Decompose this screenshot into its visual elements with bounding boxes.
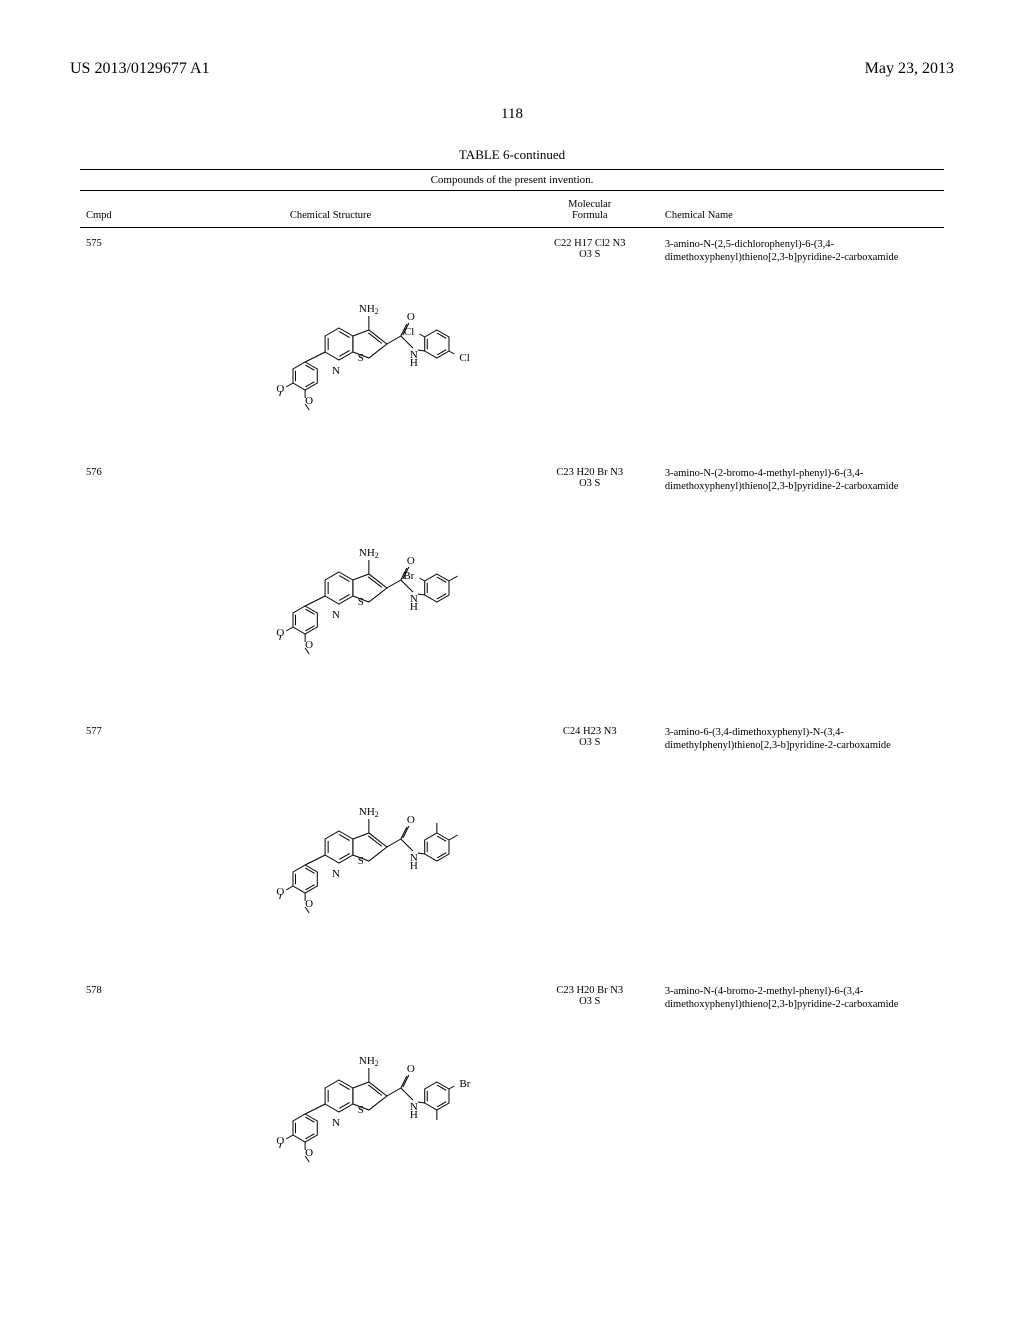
svg-text:Br: Br	[403, 570, 414, 582]
svg-text:N: N	[332, 609, 340, 621]
cell-formula: C22 H17 Cl2 N3O3 S	[521, 228, 659, 458]
publication-date: May 23, 2013	[865, 60, 954, 78]
page-header: US 2013/0129677 A1 May 23, 2013	[70, 60, 954, 78]
cell-formula: C23 H20 Br N3O3 S	[521, 975, 659, 1214]
svg-text:H: H	[409, 357, 417, 369]
cell-cmpd: 576	[80, 457, 140, 716]
svg-text:H: H	[409, 601, 417, 613]
col-header-formula: Molecular Formula	[521, 193, 659, 228]
cell-name: 3-amino-N-(4-bromo-2-methyl-phenyl)-6-(3…	[659, 975, 944, 1214]
svg-text:O: O	[406, 311, 414, 323]
page: US 2013/0129677 A1 May 23, 2013 118 TABL…	[0, 0, 1024, 1320]
svg-text:NH2: NH2	[358, 806, 378, 819]
table-header: Cmpd Chemical Structure Molecular Formul…	[80, 193, 944, 228]
col-header-name: Chemical Name	[659, 193, 944, 228]
page-number: 118	[70, 106, 954, 123]
col-header-cmpd: Cmpd	[80, 193, 140, 228]
table-body: 575NSNH2ONHClClOOC22 H17 Cl2 N3O3 S3-ami…	[80, 228, 944, 1215]
chemical-structure: NSNH2ONHBrOO	[181, 985, 481, 1205]
cell-cmpd: 577	[80, 716, 140, 975]
cell-formula: C23 H20 Br N3O3 S	[521, 457, 659, 716]
cell-name: 3-amino-N-(2-bromo-4-methyl-phenyl)-6-(3…	[659, 457, 944, 716]
cell-name: 3-amino-N-(2,5-dichlorophenyl)-6-(3,4-di…	[659, 228, 944, 458]
chemical-structure: NSNH2ONHClClOO	[181, 238, 481, 448]
chemical-structure: NSNH2ONHBrOO	[181, 467, 481, 707]
col-header-structure: Chemical Structure	[140, 193, 520, 228]
svg-text:N: N	[332, 1117, 340, 1129]
svg-text:Br: Br	[459, 1078, 470, 1090]
cell-formula: C24 H23 N3O3 S	[521, 716, 659, 975]
col-header-formula-l1: Molecular	[568, 199, 611, 210]
svg-text:N: N	[332, 365, 340, 377]
cell-structure: NSNH2ONHClClOO	[140, 228, 520, 458]
compounds-table: Cmpd Chemical Structure Molecular Formul…	[80, 193, 944, 1214]
svg-text:O: O	[406, 814, 414, 826]
table-caption: Compounds of the present invention.	[80, 169, 944, 191]
table-title: TABLE 6-continued	[70, 147, 954, 163]
table-row: 576NSNH2ONHBrOOC23 H20 Br N3O3 S3-amino-…	[80, 457, 944, 716]
cell-name: 3-amino-6-(3,4-dimethoxyphenyl)-N-(3,4-d…	[659, 716, 944, 975]
cell-structure: NSNH2ONHOO	[140, 716, 520, 975]
svg-text:Cl: Cl	[403, 326, 413, 338]
table-row: 578NSNH2ONHBrOOC23 H20 Br N3O3 S3-amino-…	[80, 975, 944, 1214]
svg-text:N: N	[332, 868, 340, 880]
cell-structure: NSNH2ONHBrOO	[140, 975, 520, 1214]
svg-text:S: S	[357, 352, 363, 364]
chemical-structure: NSNH2ONHOO	[181, 726, 481, 966]
svg-text:S: S	[357, 1104, 363, 1116]
svg-text:H: H	[409, 860, 417, 872]
svg-text:NH2: NH2	[358, 303, 378, 316]
cell-cmpd: 578	[80, 975, 140, 1214]
cell-structure: NSNH2ONHBrOO	[140, 457, 520, 716]
svg-text:NH2: NH2	[358, 1055, 378, 1068]
svg-text:S: S	[357, 855, 363, 867]
svg-text:O: O	[406, 1063, 414, 1075]
table-row: 575NSNH2ONHClClOOC22 H17 Cl2 N3O3 S3-ami…	[80, 228, 944, 458]
svg-text:Cl: Cl	[459, 352, 469, 364]
table-row: 577NSNH2ONHOOC24 H23 N3O3 S3-amino-6-(3,…	[80, 716, 944, 975]
svg-text:NH2: NH2	[358, 547, 378, 560]
svg-text:S: S	[357, 596, 363, 608]
svg-text:O: O	[406, 555, 414, 567]
cell-cmpd: 575	[80, 228, 140, 458]
svg-text:H: H	[409, 1109, 417, 1121]
col-header-formula-l2: Formula	[572, 210, 608, 221]
publication-number: US 2013/0129677 A1	[70, 60, 210, 78]
